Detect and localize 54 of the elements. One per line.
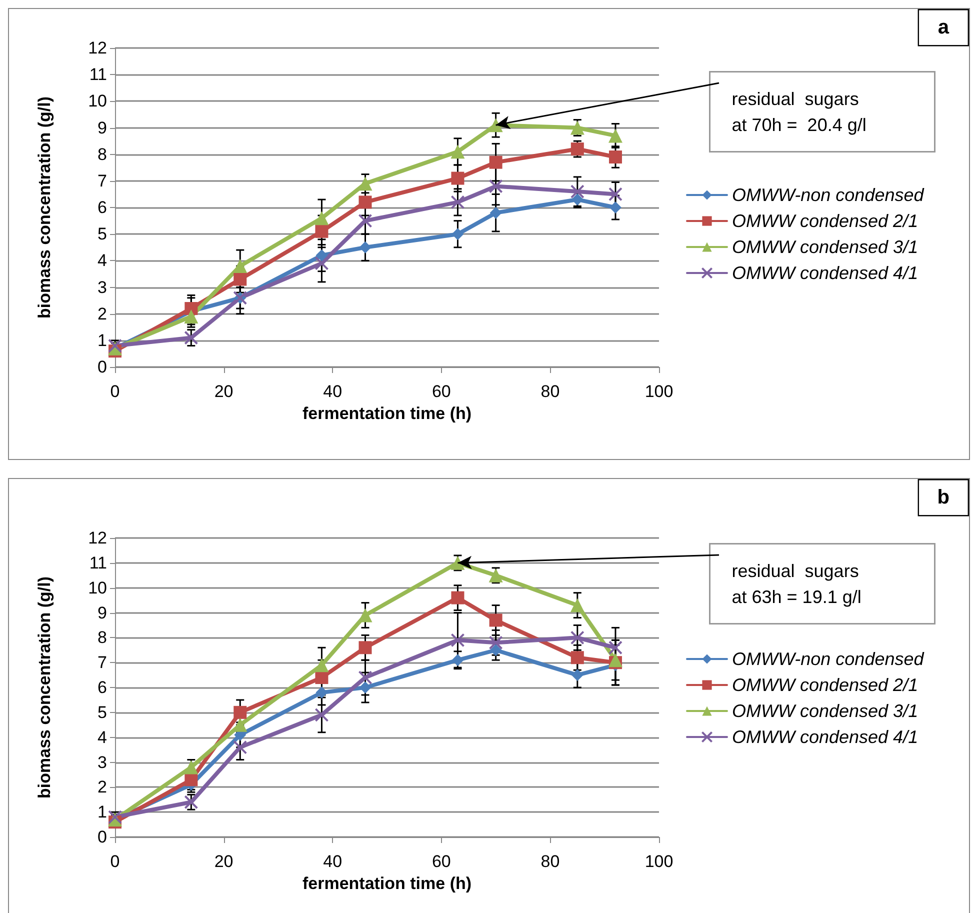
x-tick-label: 80 — [540, 382, 560, 401]
y-tick-label: 0 — [98, 828, 107, 846]
y-tick-label: 1 — [98, 802, 107, 822]
y-tick-label: 6 — [98, 678, 107, 697]
x-axis-title: fermentation time (h) — [302, 404, 472, 423]
x-tick-label: 20 — [214, 852, 234, 871]
y-tick-label: 7 — [98, 653, 107, 672]
x-tick-label: 20 — [214, 382, 234, 401]
y-tick-label: 8 — [98, 628, 107, 648]
y-tick-label: 12 — [88, 528, 107, 548]
y-tick-label: 11 — [89, 65, 107, 84]
y-tick-label: 10 — [88, 92, 107, 111]
legend-label: OMWW condensed 3/1 — [732, 701, 918, 721]
legend-label: OMWW condensed 2/1 — [732, 211, 918, 231]
legend-label: OMWW condensed 2/1 — [732, 675, 918, 695]
x-tick-label: 60 — [432, 382, 451, 401]
x-tick-label: 0 — [110, 382, 120, 401]
y-tick-label: 1 — [98, 330, 107, 350]
x-tick-label: 40 — [323, 382, 342, 401]
legend-label: OMWW condensed 4/1 — [732, 727, 918, 747]
y-axis-title: biomass concentration (g/l) — [35, 96, 54, 318]
y-tick-label: 10 — [88, 578, 107, 598]
x-tick-label: 40 — [323, 852, 342, 871]
y-tick-label: 4 — [98, 728, 107, 747]
y-tick-label: 8 — [98, 144, 107, 164]
y-tick-label: 6 — [98, 198, 107, 217]
x-tick-label: 0 — [110, 852, 120, 871]
y-tick-label: 11 — [89, 553, 107, 572]
y-tick-label: 9 — [98, 603, 107, 622]
legend-label: OMWW condensed 3/1 — [732, 237, 918, 257]
y-tick-label: 0 — [98, 358, 107, 376]
x-tick-label: 100 — [644, 852, 674, 871]
text: a — [938, 16, 950, 39]
legend-label: OMWW condensed 4/1 — [732, 263, 918, 283]
annotation: residual sugars at 63h = 19.1 g/l — [732, 560, 862, 607]
x-tick-label: 60 — [432, 852, 451, 871]
x-tick-label: 100 — [644, 382, 674, 401]
y-tick-label: 5 — [98, 702, 107, 722]
y-tick-label: 4 — [98, 251, 107, 270]
y-tick-label: 12 — [88, 38, 107, 58]
y-tick-label: 3 — [98, 278, 107, 297]
y-tick-label: 2 — [98, 304, 107, 324]
x-axis-title: fermentation time (h) — [302, 874, 472, 893]
y-tick-label: 9 — [98, 118, 107, 138]
y-tick-label: 5 — [98, 224, 107, 244]
text: b — [937, 486, 950, 509]
y-axis-title: biomass concentration (g/l) — [35, 576, 54, 798]
y-tick-label: 7 — [98, 171, 107, 190]
legend-label: OMWW-non condensed — [732, 185, 925, 205]
x-tick-label: 80 — [540, 852, 560, 871]
legend-label: OMWW-non condensed — [732, 649, 925, 669]
y-tick-label: 2 — [98, 778, 107, 797]
y-tick-label: 3 — [98, 752, 107, 772]
annotation: residual sugars at 70h = 20.4 g/l — [732, 88, 866, 135]
